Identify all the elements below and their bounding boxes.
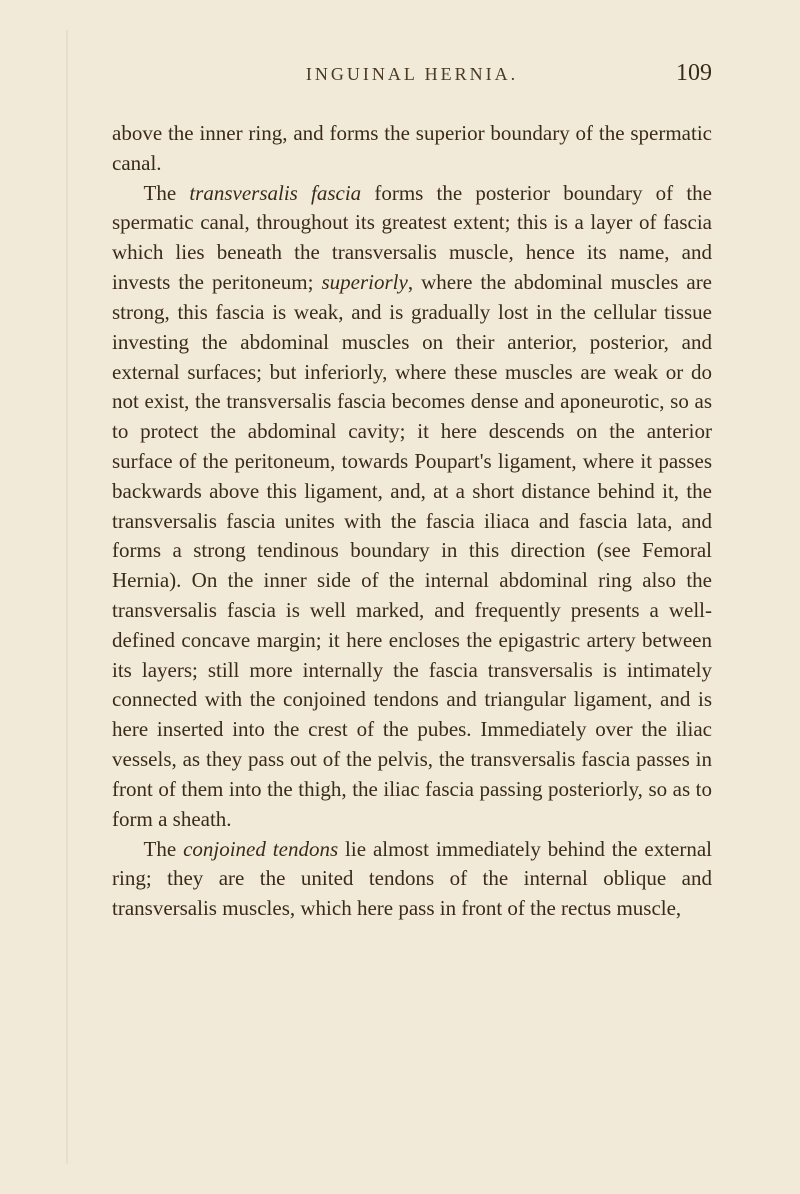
paragraph: The conjoined tendons lie almost immedia… bbox=[112, 835, 712, 924]
body-text: above the inner ring, and forms the supe… bbox=[112, 119, 712, 924]
paragraph: The transversalis fascia forms the poste… bbox=[112, 179, 712, 835]
page-header: INGUINAL HERNIA. 109 bbox=[112, 60, 712, 87]
running-head: INGUINAL HERNIA. bbox=[172, 64, 652, 85]
page-spine-shadow bbox=[66, 30, 68, 1164]
book-page: INGUINAL HERNIA. 109 above the inner rin… bbox=[0, 0, 800, 1194]
page-number: 109 bbox=[652, 60, 712, 87]
paragraph: above the inner ring, and forms the supe… bbox=[112, 119, 712, 179]
